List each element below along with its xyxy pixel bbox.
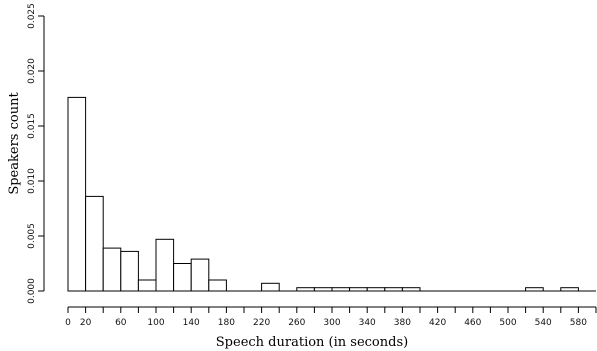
histogram-bar (208, 279, 227, 292)
x-axis-title: Speech duration (in seconds) (216, 335, 408, 350)
x-tick-label: 180 (218, 318, 235, 328)
y-tick-label: 0.005 (27, 223, 37, 249)
histogram-bar (261, 282, 280, 292)
histogram-bar (137, 279, 157, 292)
x-tick-label: 260 (288, 318, 305, 328)
x-tick-label: 20 (80, 318, 92, 328)
x-tick-label: 420 (429, 318, 446, 328)
y-tick-label: 0.020 (27, 58, 37, 84)
x-tick-label: 500 (499, 318, 516, 328)
x-tick-label: 540 (535, 318, 552, 328)
x-tick-label: 0 (65, 318, 71, 328)
y-tick-label: 0.025 (27, 3, 37, 29)
y-axis: 0.000 0.005 0.010 0.015 0.020 0.025 (27, 3, 45, 304)
x-axis: 0 20 60 100 140 180 220 260 300 340 380 420 460 500 54… (65, 306, 597, 328)
y-tick-label: 0.000 (27, 278, 37, 304)
x-tick-label: 60 (115, 318, 127, 328)
histogram-bars (67, 96, 596, 292)
histogram-bar (85, 195, 104, 292)
y-tick-label: 0.010 (27, 168, 37, 194)
x-tick-label: 100 (147, 318, 164, 328)
x-tick-label: 580 (570, 318, 587, 328)
x-tick-label: 340 (359, 318, 376, 328)
x-tick-label: 220 (253, 318, 270, 328)
histogram-bar (190, 258, 210, 292)
x-tick-label: 460 (464, 318, 481, 328)
histogram-bar (173, 263, 192, 292)
x-tick-label: 380 (394, 318, 411, 328)
histogram-bar (67, 96, 87, 292)
histogram-bar (120, 250, 139, 292)
histogram-bar (102, 247, 122, 292)
x-tick-label: 300 (323, 318, 340, 328)
y-tick-label: 0.015 (27, 113, 37, 139)
histogram-bar (155, 238, 175, 292)
x-tick-label: 140 (183, 318, 200, 328)
y-axis-title: Speakers count (7, 92, 22, 195)
